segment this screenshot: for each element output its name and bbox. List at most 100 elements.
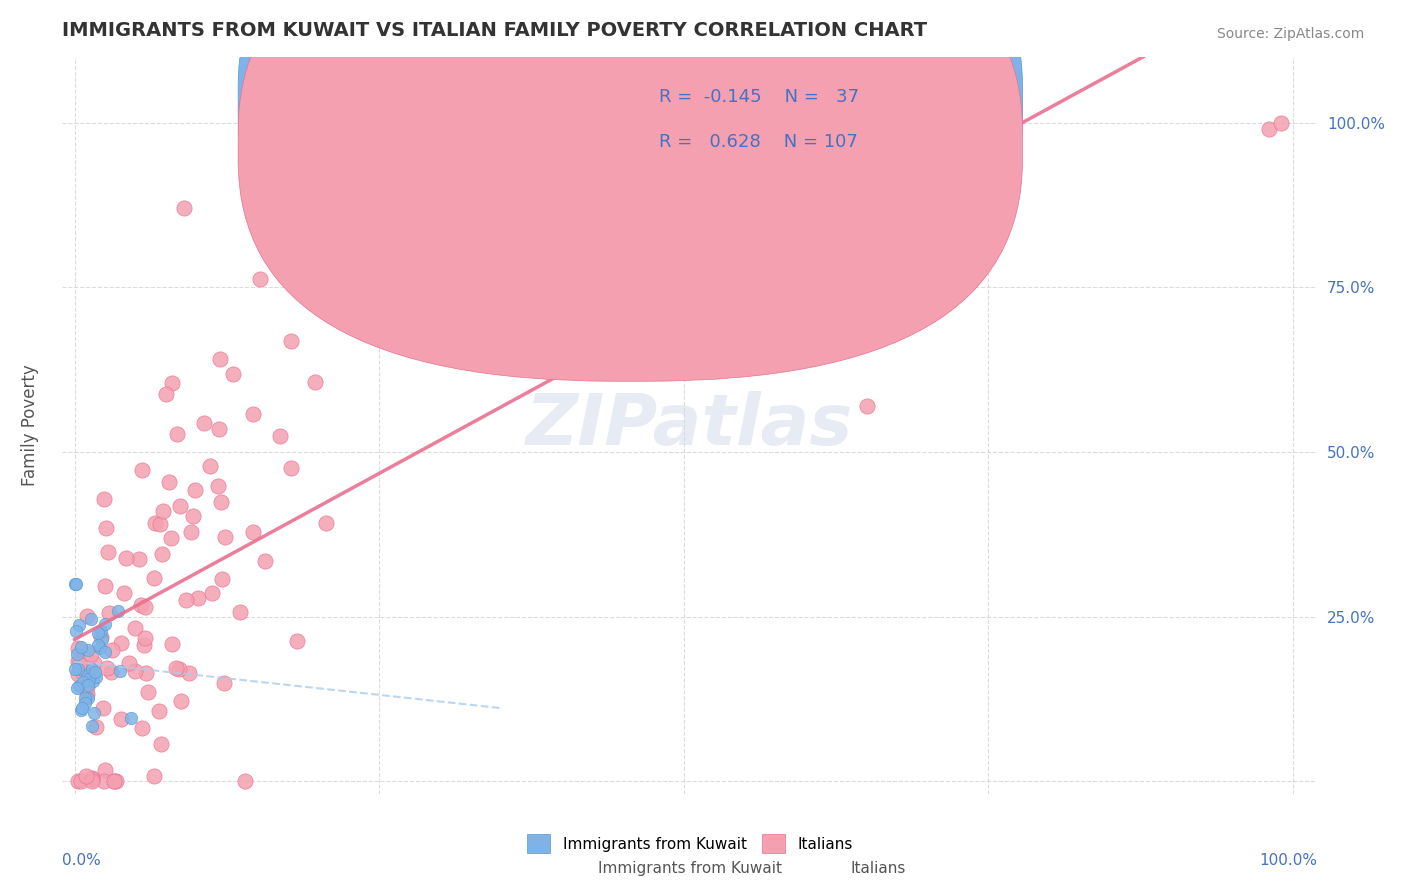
Point [249, 272, 271, 286]
Point [83, 656, 105, 670]
Point [315, 516, 337, 530]
Point [76, 678, 98, 692]
Point [72, 675, 94, 690]
Point [84, 670, 107, 684]
Point [228, 605, 250, 619]
Point [65, 624, 87, 638]
Point [285, 634, 308, 648]
Point [80, 612, 103, 626]
Point [67, 640, 90, 655]
Text: Immigrants from Kuwait: Immigrants from Kuwait [598, 861, 782, 876]
FancyBboxPatch shape [238, 0, 1022, 381]
Point [131, 463, 153, 477]
Point [150, 738, 173, 752]
Point [149, 516, 172, 531]
Point [83, 706, 105, 720]
Text: Source: ZipAtlas.com: Source: ZipAtlas.com [1216, 27, 1364, 41]
Point [128, 552, 150, 566]
Point [150, 547, 173, 561]
Point [148, 704, 170, 718]
Point [94, 579, 117, 593]
Point [82, 774, 104, 789]
FancyBboxPatch shape [589, 71, 953, 182]
Point [87, 638, 110, 652]
Point [209, 495, 232, 509]
Point [65, 576, 87, 591]
Point [280, 334, 302, 348]
Point [1270, 115, 1292, 129]
Point [110, 712, 132, 726]
Point [103, 774, 125, 789]
Point [233, 774, 256, 789]
Point [180, 525, 202, 540]
Point [93, 774, 115, 789]
Point [65, 662, 87, 676]
Point [143, 516, 166, 531]
Point [73, 696, 96, 710]
Point [124, 621, 146, 635]
Point [66, 681, 89, 695]
Point [100, 665, 122, 679]
Point [222, 367, 245, 381]
Point [94, 520, 117, 534]
Point [80, 662, 103, 676]
Point [70, 703, 93, 717]
Point [97, 545, 120, 559]
Point [855, 399, 877, 413]
Point [953, 201, 976, 215]
Point [157, 475, 180, 489]
Point [187, 591, 209, 606]
Point [155, 387, 177, 401]
Point [136, 684, 159, 698]
Point [165, 661, 187, 675]
Point [166, 426, 188, 441]
Point [70, 701, 93, 715]
Point [120, 710, 142, 724]
Point [93, 645, 115, 659]
Point [77, 643, 100, 657]
Point [76, 687, 98, 701]
Point [90, 624, 112, 638]
Point [794, 214, 817, 228]
Y-axis label: Family Poverty: Family Poverty [21, 365, 39, 486]
Point [124, 665, 146, 679]
Text: ZIPatlas: ZIPatlas [526, 391, 853, 460]
Point [354, 276, 377, 290]
Point [135, 666, 157, 681]
Point [280, 461, 302, 475]
Point [94, 763, 117, 777]
Point [672, 201, 695, 215]
Point [104, 774, 127, 789]
Point [346, 299, 368, 313]
Point [201, 586, 224, 600]
Text: IMMIGRANTS FROM KUWAIT VS ITALIAN FAMILY POVERTY CORRELATION CHART: IMMIGRANTS FROM KUWAIT VS ITALIAN FAMILY… [62, 21, 928, 40]
Point [242, 524, 264, 539]
Point [307, 214, 329, 228]
Point [160, 376, 183, 390]
Point [159, 532, 181, 546]
Point [76, 608, 98, 623]
Point [131, 721, 153, 735]
Point [110, 636, 132, 650]
Point [72, 665, 94, 680]
Point [181, 509, 204, 524]
Point [103, 774, 125, 789]
Point [209, 352, 232, 367]
Point [253, 554, 276, 568]
Text: R =  -0.145    N =   37: R = -0.145 N = 37 [658, 88, 859, 106]
Point [86, 626, 108, 640]
Point [67, 654, 90, 668]
Point [98, 606, 121, 620]
Point [75, 690, 97, 705]
Point [134, 638, 156, 652]
Point [134, 632, 156, 646]
Point [152, 504, 174, 518]
Point [84, 665, 107, 679]
Point [129, 598, 152, 612]
Point [89, 640, 111, 655]
Point [207, 422, 229, 436]
Point [101, 643, 124, 657]
Point [93, 491, 115, 506]
Point [112, 586, 135, 600]
Text: 0.0%: 0.0% [62, 854, 101, 869]
